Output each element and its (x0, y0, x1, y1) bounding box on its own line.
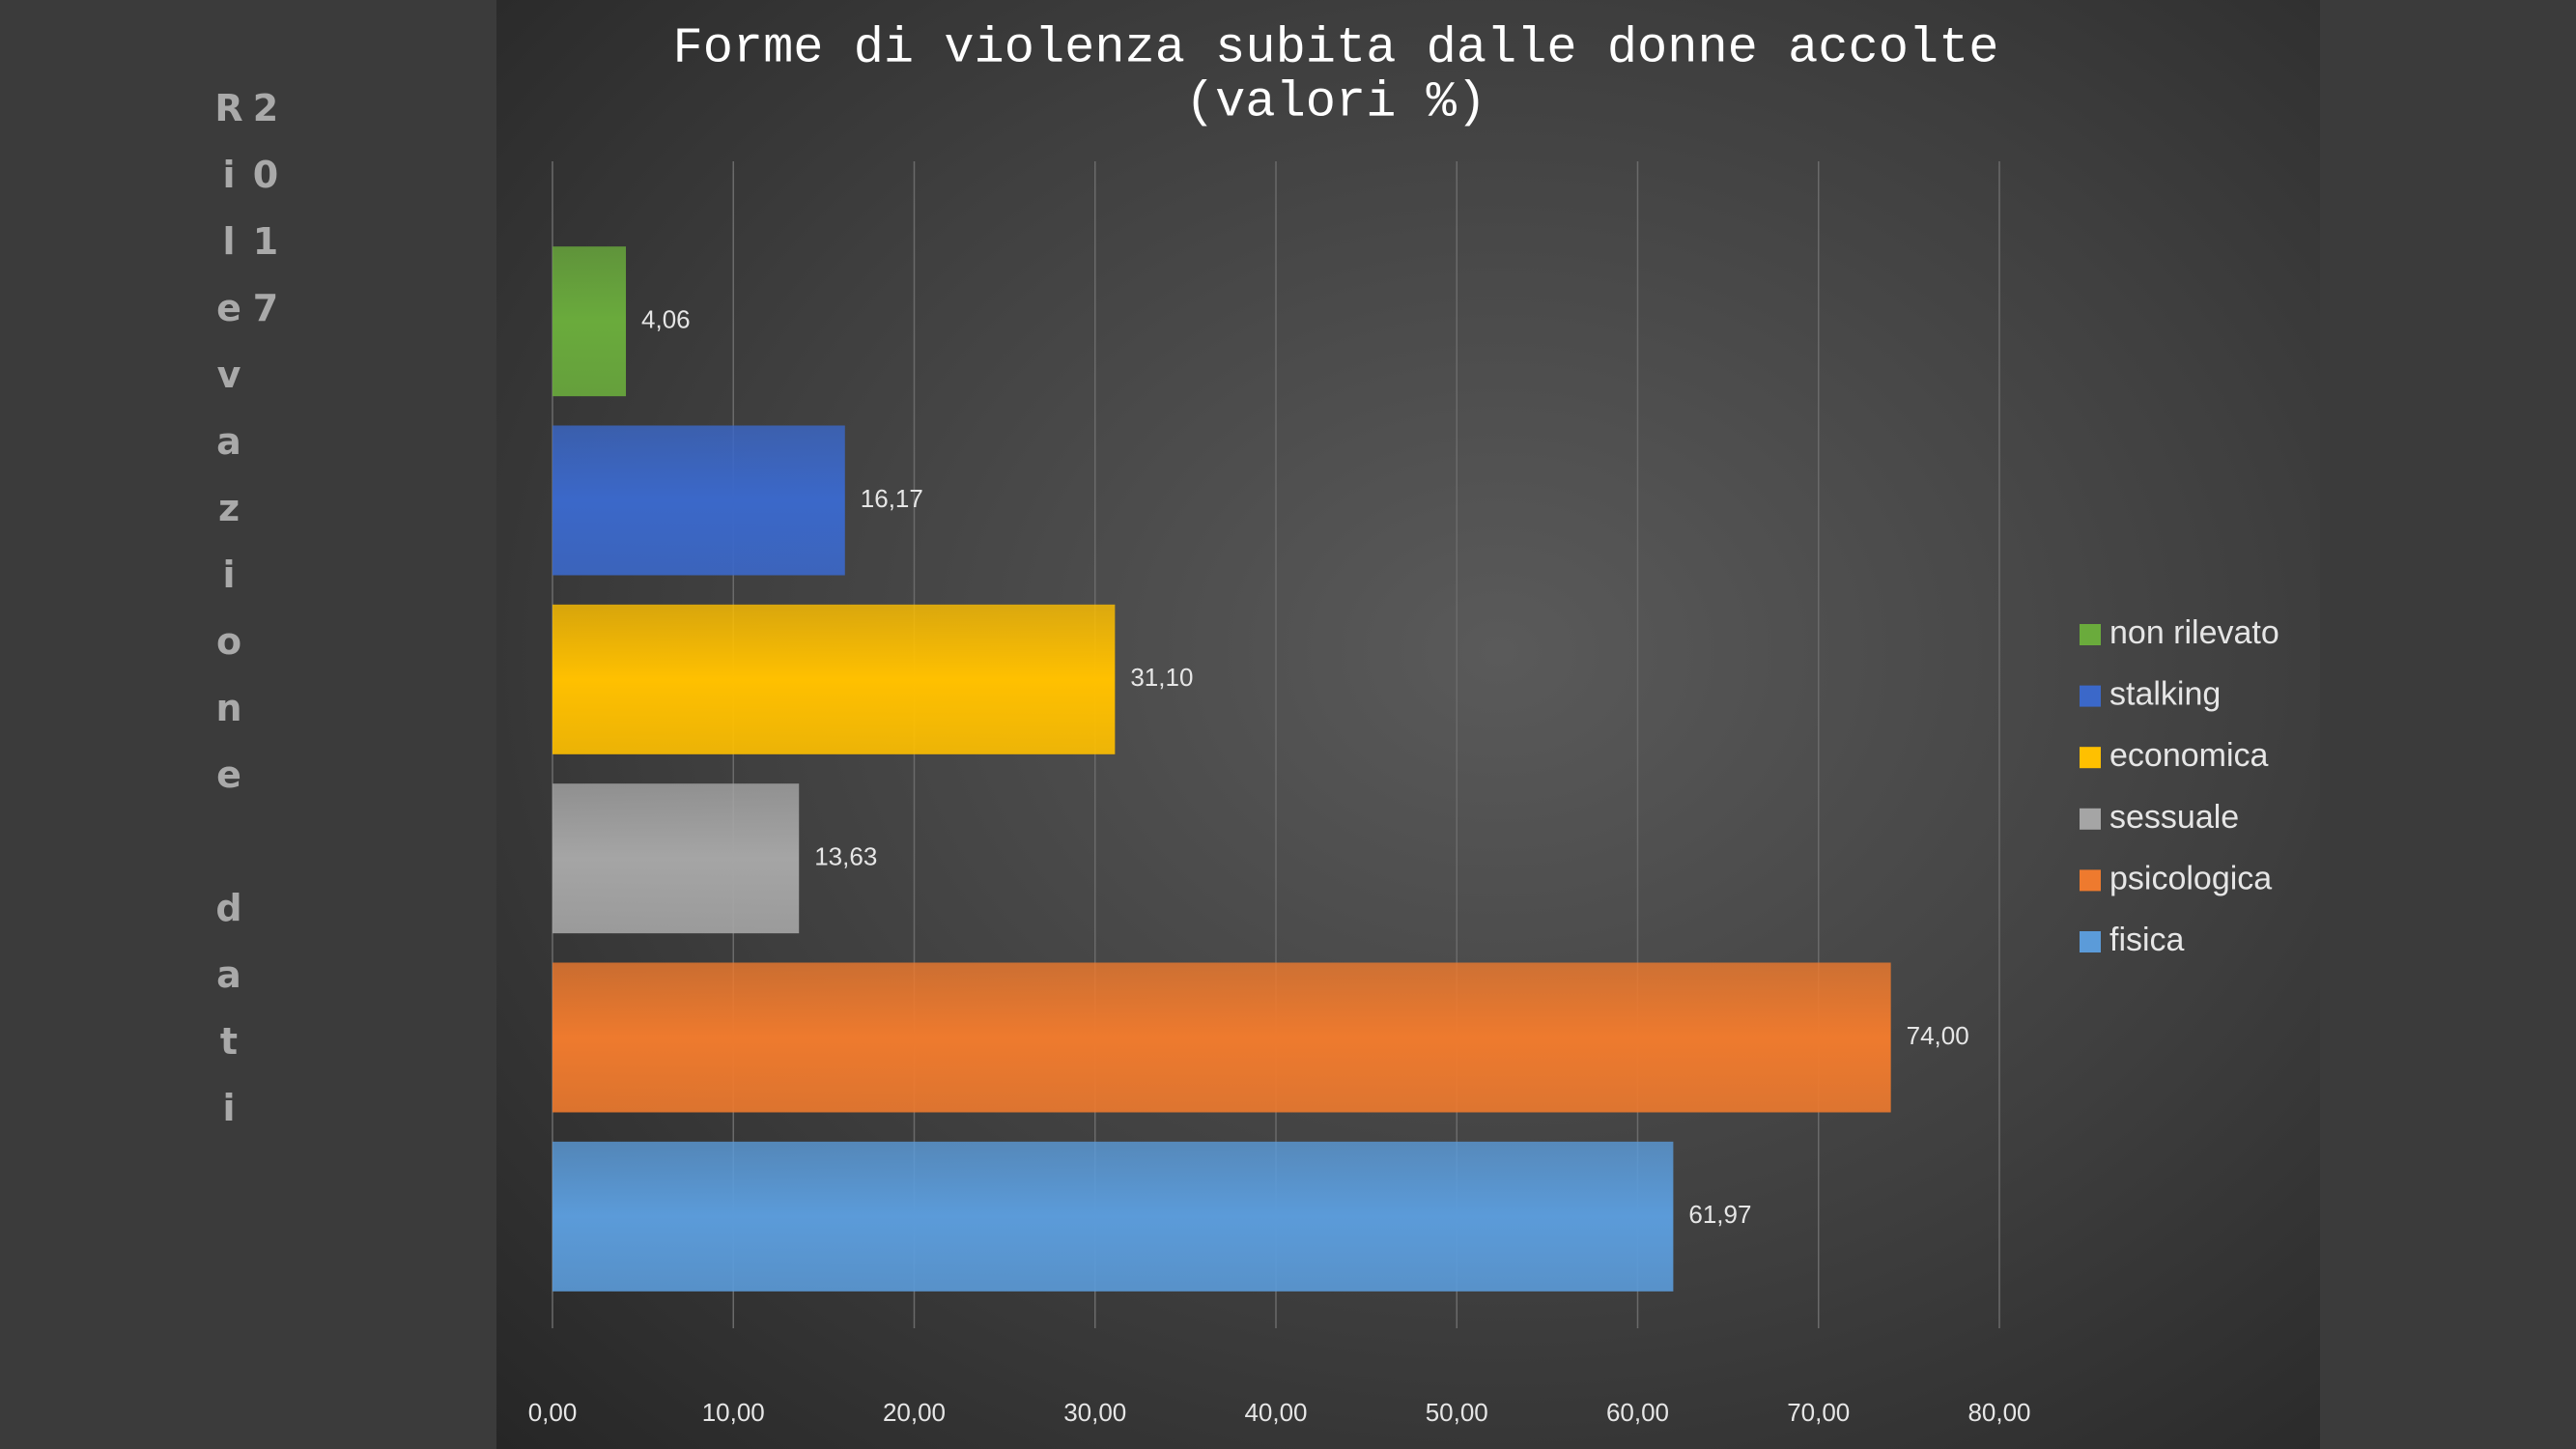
x-tick-label: 40,00 (1244, 1398, 1307, 1427)
legend-swatch (2080, 624, 2101, 645)
value-label: 13,63 (814, 842, 877, 871)
x-tick-label: 70,00 (1787, 1398, 1850, 1427)
legend-label: psicologica (2109, 860, 2272, 896)
legend-label: stalking (2109, 676, 2221, 713)
legend-label: economica (2109, 737, 2269, 774)
value-label: 61,97 (1688, 1200, 1751, 1229)
chart-title: (valori %) (1185, 74, 1486, 131)
legend-swatch (2080, 747, 2101, 769)
value-label: 4,06 (641, 305, 691, 334)
x-tick-label: 60,00 (1606, 1398, 1669, 1427)
x-tick-label: 0,00 (528, 1398, 578, 1427)
bar (552, 246, 627, 397)
legend-label: non rilevato (2109, 614, 2279, 651)
legend-label: sessuale (2109, 799, 2239, 836)
legend-swatch (2080, 808, 2101, 830)
bar (552, 962, 1891, 1113)
legend-label: fisica (2109, 922, 2185, 958)
side-label: Rilevazione dati 2017 (208, 87, 287, 1153)
chart-title: Forme di violenza subita dalle donne acc… (672, 20, 1998, 77)
legend-swatch (2080, 869, 2101, 892)
value-label: 74,00 (1907, 1021, 1969, 1050)
x-tick-label: 20,00 (883, 1398, 946, 1427)
x-tick-label: 50,00 (1426, 1398, 1488, 1427)
value-label: 16,17 (861, 484, 923, 513)
bar (552, 604, 1116, 754)
bar (552, 1141, 1674, 1292)
value-label: 31,10 (1130, 663, 1193, 692)
x-tick-label: 80,00 (1967, 1398, 2030, 1427)
x-tick-label: 30,00 (1063, 1398, 1126, 1427)
legend-swatch (2080, 685, 2101, 707)
bar (552, 783, 800, 934)
legend-swatch (2080, 931, 2101, 952)
bar (552, 425, 845, 576)
x-tick-label: 10,00 (702, 1398, 765, 1427)
